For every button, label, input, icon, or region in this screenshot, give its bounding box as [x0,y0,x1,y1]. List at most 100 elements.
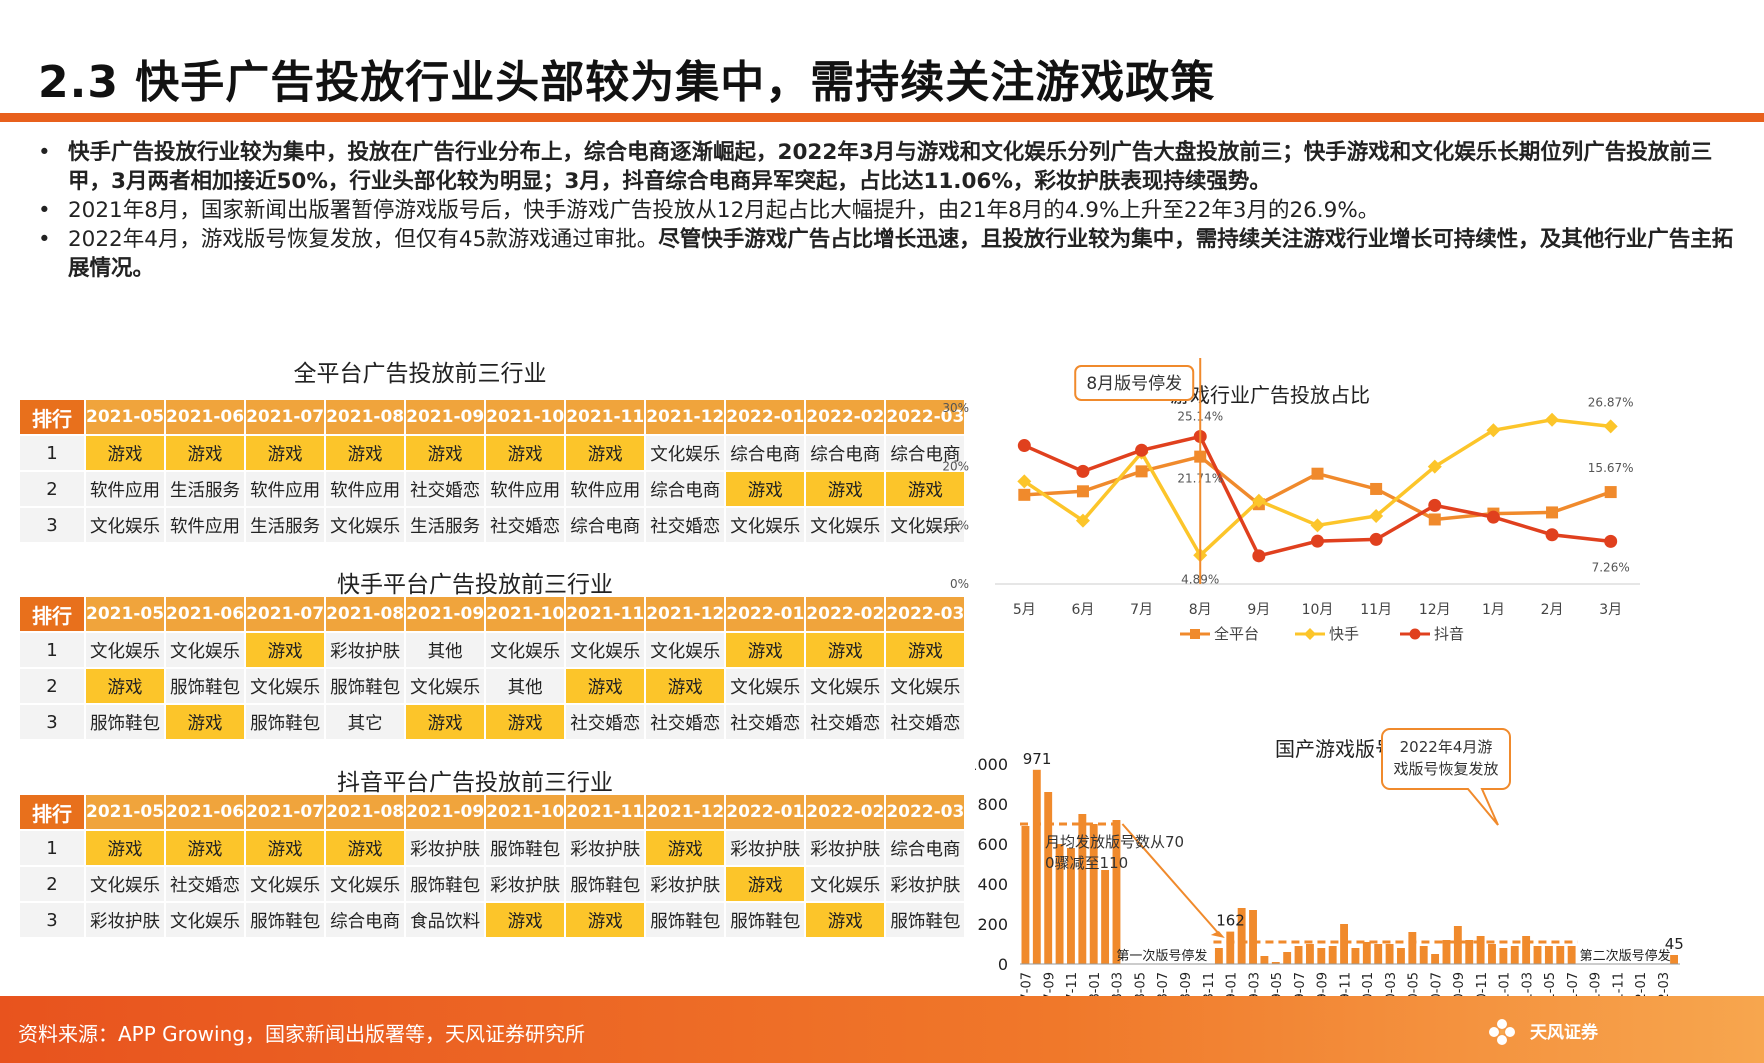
industry-cell: 彩妆护肤 [86,903,165,937]
bar [1385,944,1394,964]
source-note: 资料来源：APP Growing，国家新闻出版署等，天风证券研究所 [18,1022,585,1046]
industry-cell: 游戏 [726,472,805,506]
industry-cell: 游戏 [486,903,565,937]
bar [1089,824,1098,964]
bar [1271,962,1280,964]
industry-cell: 文化娱乐 [726,508,805,542]
bar [1544,946,1553,964]
month-header: 2021-12 [646,795,725,829]
bar [1453,926,1462,964]
data-point [1546,506,1559,519]
table-title-all: 全平台广告投放前三行业 [293,361,547,387]
month-header: 2021-08 [326,795,405,829]
y-tick-label: 400 [977,875,1008,894]
month-header: 2022-03 [886,597,965,631]
industry-cell: 游戏 [486,436,565,470]
annotation-text: 8月版号停发 [1086,374,1182,394]
table-row: 3 彩妆护肤 文化娱乐 服饰鞋包 综合电商 食品饮料 游戏 游戏 服饰鞋包 服饰鞋包 游戏 服饰鞋包 [20,903,965,937]
data-point [1369,508,1384,523]
legend-label: 快手 [1329,625,1359,643]
industry-cell: 软件应用 [86,472,165,506]
bar [1101,870,1110,964]
bullet-item: • 2022年4月，游戏版号恢复发放，但仅有45款游戏通过审批。尽管快手游戏广告占… [38,225,1738,283]
y-tick-label: 200 [977,915,1008,934]
industry-cell: 服饰鞋包 [726,903,805,937]
table-title-douyin: 抖音平台广告投放前三行业 [337,770,613,796]
month-header: 2021-09 [406,597,485,631]
industry-cell: 游戏 [246,633,325,667]
bullet-item: • 2021年8月，国家新闻出版署暂停游戏版号后，快手游戏广告投放从12月起占比大… [38,196,1738,225]
data-label: 971 [1023,750,1052,768]
month-header: 2021-11 [566,597,645,631]
industry-cell: 生活服务 [246,508,325,542]
table-title-kuaishou: 快手平台广告投放前三行业 [337,572,613,598]
tianfeng-logo-icon [1489,1019,1515,1045]
table-row: 3 文化娱乐 软件应用 生活服务 文化娱乐 生活服务 社交婚恋 综合电商 社交婚恋 文化娱乐 文化娱… [20,508,965,542]
table-header-row: 排行 2021-05 2021-06 2021-07 2021-08 2021-09 202… [20,795,965,829]
data-point [1428,498,1442,512]
industry-cell: 服饰鞋包 [406,867,485,901]
x-tick-label: 12月 [1419,602,1451,618]
month-header: 2021-10 [486,795,565,829]
data-point [1370,482,1383,495]
month-header: 2021-12 [646,597,725,631]
legend-marker [1304,628,1316,640]
bullet-text: 快手广告投放行业较为集中，投放在广告行业分布上，综合电商逐渐崛起，2022年3月… [68,140,1713,194]
month-header: 2021-06 [166,795,245,829]
month-header: 2021-07 [246,795,325,829]
industry-cell: 社交婚恋 [646,705,725,739]
resume-note-line2: 戏版号恢复发放 [1393,760,1498,778]
table-row: 2 软件应用 生活服务 软件应用 软件应用 社交婚恋 软件应用 软件应用 综合电商 游戏 游戏 游戏 [20,472,965,506]
bullet-item: • 快手广告投放行业较为集中，投放在广告行业分布上，综合电商逐渐崛起，2022年3… [38,138,1738,196]
industry-cell: 游戏 [726,867,805,901]
industry-cell: 文化娱乐 [886,508,965,542]
industry-cell: 服饰鞋包 [886,903,965,937]
table-row: 1 文化娱乐 文化娱乐 游戏 彩妆护肤 其他 文化娱乐 文化娱乐 文化娱乐 游戏 游戏 游戏 [20,633,965,667]
bar [1499,948,1508,964]
bar [1431,954,1440,964]
industry-cell: 服饰鞋包 [246,705,325,739]
industry-cell: 游戏 [886,633,965,667]
month-header: 2021-11 [566,795,645,829]
month-header: 2021-05 [86,597,165,631]
industry-cell: 文化娱乐 [246,867,325,901]
bar [1522,936,1531,964]
industry-cell: 游戏 [86,831,165,865]
data-point [1311,534,1324,548]
industry-cell: 其他 [486,669,565,703]
bar [1419,946,1428,964]
industry-cell: 文化娱乐 [86,633,165,667]
x-tick-label: 8月 [1189,602,1212,618]
data-point [1135,443,1149,457]
industry-cell: 服饰鞋包 [566,867,645,901]
month-header: 2021-08 [326,597,405,631]
industry-cell: 游戏 [806,633,885,667]
industry-cell: 彩妆护肤 [806,831,885,865]
y-tick-label: 1000 [975,755,1008,774]
month-header: 2022-03 [886,400,965,434]
industry-cell: 服饰鞋包 [166,669,245,703]
resume-callout-box [1381,728,1511,826]
rank-cell: 3 [20,903,84,937]
industry-cell: 游戏 [486,705,565,739]
data-point [1135,465,1148,478]
bar [1533,946,1542,964]
table-row: 2 游戏 服饰鞋包 文化娱乐 服饰鞋包 文化娱乐 其他 游戏 游戏 文化娱乐 文化娱乐 文化娱乐 [20,669,965,703]
industry-cell: 游戏 [646,669,725,703]
ranking-table-kuaishou: 排行 2021-05 2021-06 2021-07 2021-08 2021-09 202… [18,595,966,741]
x-tick-label: 6月 [1071,602,1094,618]
bar [1397,948,1405,964]
industry-cell: 综合电商 [886,831,965,865]
industry-cell: 服饰鞋包 [486,831,565,865]
table-row: 1 游戏 游戏 游戏 游戏 彩妆护肤 服饰鞋包 彩妆护肤 游戏 彩妆护肤 彩妆护肤 综合电商 [20,831,965,865]
data-point [1369,532,1383,546]
rank-header: 排行 [20,400,84,434]
bullet-dot: • [38,140,51,165]
industry-cell: 游戏 [166,436,245,470]
bar [1567,946,1576,964]
bar [1305,944,1314,964]
avg-arrow [1121,823,1222,937]
industry-cell: 综合电商 [806,436,885,470]
industry-cell: 其他 [406,633,485,667]
logo-text: 天风证券 [1530,1023,1598,1043]
